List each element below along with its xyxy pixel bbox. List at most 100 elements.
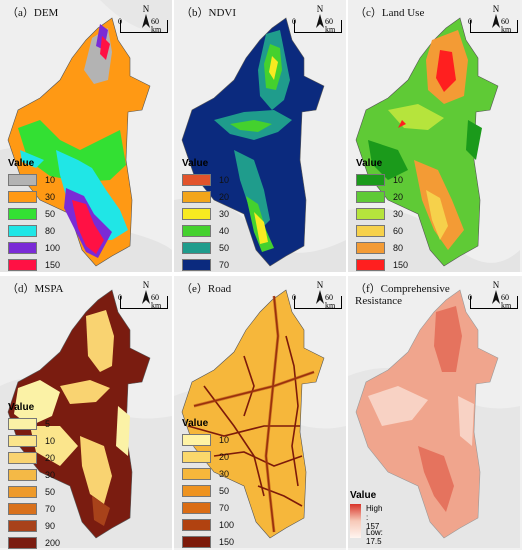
legend-swatch xyxy=(182,207,211,220)
legend-swatch xyxy=(8,173,37,186)
legend-item: 40 xyxy=(182,222,229,239)
legend-item: 50 xyxy=(8,205,60,222)
legend-swatch xyxy=(356,173,385,186)
legend-item: 50 xyxy=(182,482,234,499)
legend-label: 40 xyxy=(219,225,230,236)
legend: Value 10 20 30 40 50 70 xyxy=(182,158,230,272)
legend-label: 150 xyxy=(219,536,235,547)
legend-label: 10 xyxy=(45,174,56,185)
legend-swatch xyxy=(182,173,211,186)
legend-label: 150 xyxy=(393,259,409,270)
legend-label: 150 xyxy=(45,259,61,270)
legend-swatch xyxy=(356,224,385,237)
legend-swatch xyxy=(8,451,37,464)
legend-label: 50 xyxy=(45,208,56,219)
legend-label: 50 xyxy=(45,486,56,497)
legend-swatch xyxy=(182,518,211,531)
legend-item: 70 xyxy=(8,500,60,517)
land-use-map xyxy=(355,17,499,267)
ramp-high-label: High : 157 xyxy=(366,504,383,531)
panel-mspa: （d）MSPA N 0 60 km Value 5 10 20 30 50 70 90 200 xyxy=(0,276,173,551)
legend-item: 10 xyxy=(8,432,60,449)
legend-item: 60 xyxy=(356,222,408,239)
legend-label: 30 xyxy=(219,468,230,479)
legend-label: 30 xyxy=(393,208,404,219)
legend-item: 30 xyxy=(8,466,60,483)
legend-item: 10 xyxy=(356,171,408,188)
legend-label: 100 xyxy=(219,519,235,530)
legend-swatch xyxy=(8,241,37,254)
scale-bar: 0 60 km xyxy=(118,294,168,310)
legend-swatch xyxy=(8,485,37,498)
north-arrow-icon: N xyxy=(491,5,501,28)
legend: Value 10 20 30 60 80 150 xyxy=(356,158,409,272)
panel-title: （a）DEM xyxy=(7,7,59,19)
panel-title: （e）Road xyxy=(181,283,232,295)
legend-item: 150 xyxy=(8,256,61,272)
legend-swatch xyxy=(182,501,211,514)
legend-label: 30 xyxy=(45,191,56,202)
legend-title: Value xyxy=(350,490,377,501)
legend-label: 50 xyxy=(219,242,230,253)
legend-item: 30 xyxy=(182,465,234,482)
legend-item: 80 xyxy=(356,239,408,256)
legend-label: 5 xyxy=(45,418,51,429)
legend-swatch xyxy=(8,190,37,203)
legend-label: 70 xyxy=(219,259,230,270)
legend-item: 70 xyxy=(182,499,234,516)
north-arrow-icon: N xyxy=(315,281,325,304)
panel-comprehensive-resistance: （f）Comprehensive Resistance N 0 60 km Va… xyxy=(348,276,522,551)
legend-item: 150 xyxy=(182,533,234,550)
panel-title: （f）Comprehensive Resistance xyxy=(355,283,450,307)
legend-swatch xyxy=(8,519,37,532)
panel-road: （e）Road N 0 60 km Value 10 20 30 50 70 100 150 xyxy=(174,276,347,551)
legend-item: 150 xyxy=(356,256,409,272)
scale-bar: 0 60 km xyxy=(118,18,168,34)
legend-label: 200 xyxy=(45,537,61,548)
legend-label: 60 xyxy=(393,225,404,236)
panel-ndvi: （b）NDVI N 0 60 km Value 10 20 30 40 50 70 xyxy=(174,0,347,273)
legend-swatch xyxy=(182,190,211,203)
ndvi-map xyxy=(181,17,325,267)
legend-swatch xyxy=(8,224,37,237)
legend-label: 10 xyxy=(393,174,404,185)
legend-swatch xyxy=(182,484,211,497)
legend: Value High : 157 Low: 17.5 xyxy=(350,490,383,546)
legend-item: 50 xyxy=(182,239,229,256)
legend: Value 10 30 50 80 100 150 xyxy=(8,158,61,272)
legend-label: 10 xyxy=(219,434,230,445)
legend-swatch xyxy=(8,434,37,447)
legend-title: Value xyxy=(356,158,383,169)
panel-title: （d）MSPA xyxy=(7,283,64,295)
legend-title: Value xyxy=(182,158,209,169)
legend-swatch xyxy=(356,241,385,254)
mspa-map xyxy=(7,289,151,539)
legend-item: 100 xyxy=(182,516,234,533)
scale-bar: 0 60 km xyxy=(468,18,518,34)
legend-swatch xyxy=(356,190,385,203)
legend-swatch xyxy=(182,535,211,548)
legend-swatch xyxy=(182,450,211,463)
legend-label: 50 xyxy=(219,485,230,496)
legend-label: 100 xyxy=(45,242,61,253)
legend-swatch xyxy=(182,241,211,254)
legend-item: 90 xyxy=(8,517,60,534)
legend-label: 70 xyxy=(219,502,230,513)
legend-label: 20 xyxy=(393,191,404,202)
legend-label: 10 xyxy=(219,174,230,185)
legend-label: 20 xyxy=(219,451,230,462)
legend-item: 5 xyxy=(8,415,60,432)
legend-swatch xyxy=(356,207,385,220)
legend-label: 30 xyxy=(45,469,56,480)
road-map xyxy=(181,289,325,539)
resistance-map xyxy=(355,289,499,539)
panel-dem: （a）DEM N 0 60 km Value 10 30 50 80 100 150 xyxy=(0,0,173,273)
north-arrow-icon: N xyxy=(491,281,501,304)
legend: Value 10 20 30 50 70 100 150 xyxy=(182,418,234,550)
legend-title: Value xyxy=(8,158,35,169)
legend-item: 100 xyxy=(8,239,60,256)
legend-item: 30 xyxy=(356,205,408,222)
legend-item: 10 xyxy=(182,431,234,448)
legend-item: 80 xyxy=(8,222,60,239)
